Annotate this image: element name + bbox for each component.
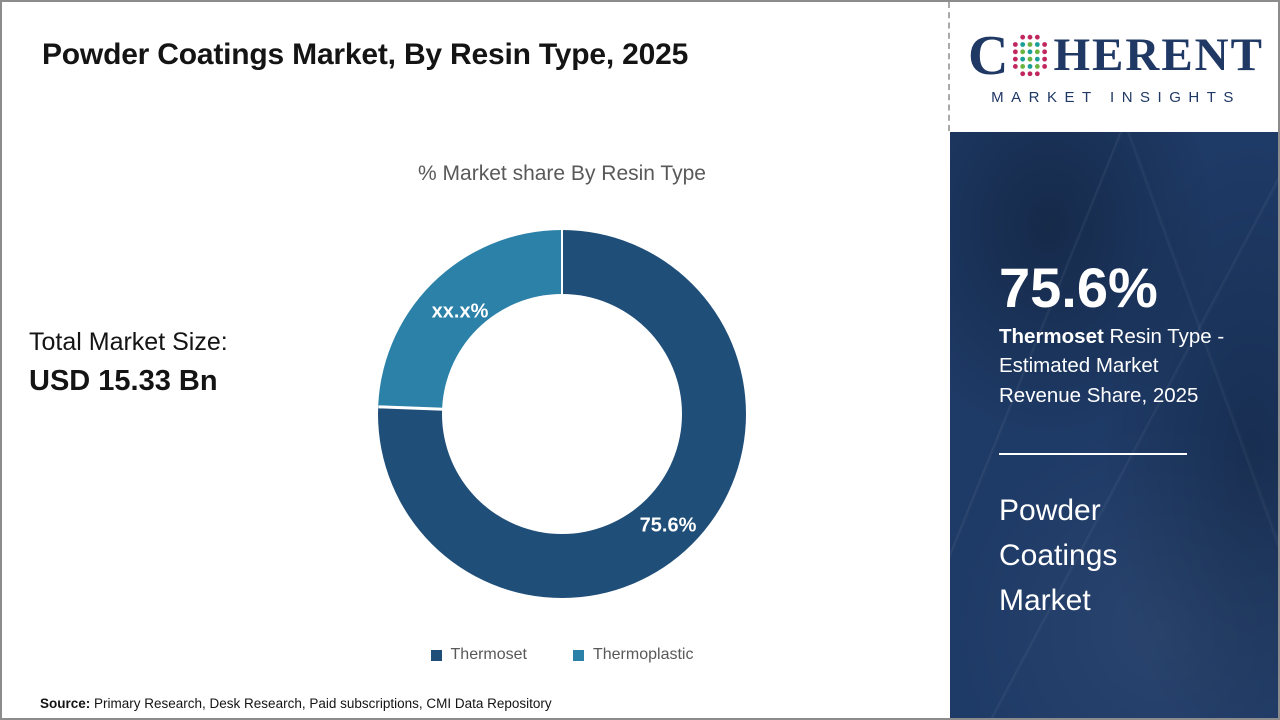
donut-chart: 75.6% xx.x%	[378, 230, 746, 598]
brand-logo-word: C HERENT	[968, 28, 1264, 84]
logo-letters-rest: HERENT	[1053, 29, 1264, 81]
page-title: Powder Coatings Market, By Resin Type, 2…	[42, 38, 689, 71]
sidebar-stat-description: Thermoset Resin Type - Estimated Market …	[999, 322, 1243, 410]
chart-title: % Market share By Resin Type	[418, 162, 706, 185]
logo-subtitle: MARKET INSIGHTS	[991, 88, 1241, 106]
slice-label-thermoplastic: xx.x%	[431, 300, 489, 323]
total-market-size-block: Total Market Size: USD 15.33 Bn	[29, 328, 228, 398]
source-text: Primary Research, Desk Research, Paid su…	[90, 696, 552, 711]
total-market-size-label: Total Market Size:	[29, 328, 228, 356]
slice-label-thermoset: 75.6%	[639, 514, 697, 537]
sidebar-divider	[999, 453, 1187, 455]
source-line: Source: Primary Research, Desk Research,…	[40, 696, 552, 711]
legend-swatch-thermoset	[430, 649, 442, 661]
total-market-size-value: USD 15.33 Bn	[29, 365, 218, 397]
legend-label-thermoset: Thermoset	[450, 646, 527, 663]
chart-legend: Thermoset Thermoplastic	[302, 646, 822, 664]
legend-swatch-thermoplastic	[572, 649, 584, 661]
sidebar-stat-value: 75.6%	[999, 256, 1158, 319]
globe-dots-icon	[1013, 34, 1048, 76]
dashed-divider	[948, 2, 950, 131]
donut-hole	[442, 294, 682, 534]
source-label: Source:	[40, 696, 91, 711]
sidebar-panel: 75.6% Thermoset Resin Type - Estimated M…	[950, 132, 1278, 718]
legend-label-thermoplastic: Thermoplastic	[592, 646, 694, 663]
brand-logo: C HERENT MARKET INSIGHTS	[952, 2, 1278, 131]
legend-item-thermoset: Thermoset	[430, 646, 527, 664]
report-title: Powder Coatings Market	[999, 494, 1118, 617]
sidebar-stat-text: Resin Type - Estimated Market Revenue Sh…	[999, 325, 1225, 407]
sidebar-stat-keyword: Thermoset	[999, 325, 1104, 348]
logo-letter-c: C	[968, 24, 1009, 87]
legend-item-thermoplastic: Thermoplastic	[572, 646, 694, 664]
